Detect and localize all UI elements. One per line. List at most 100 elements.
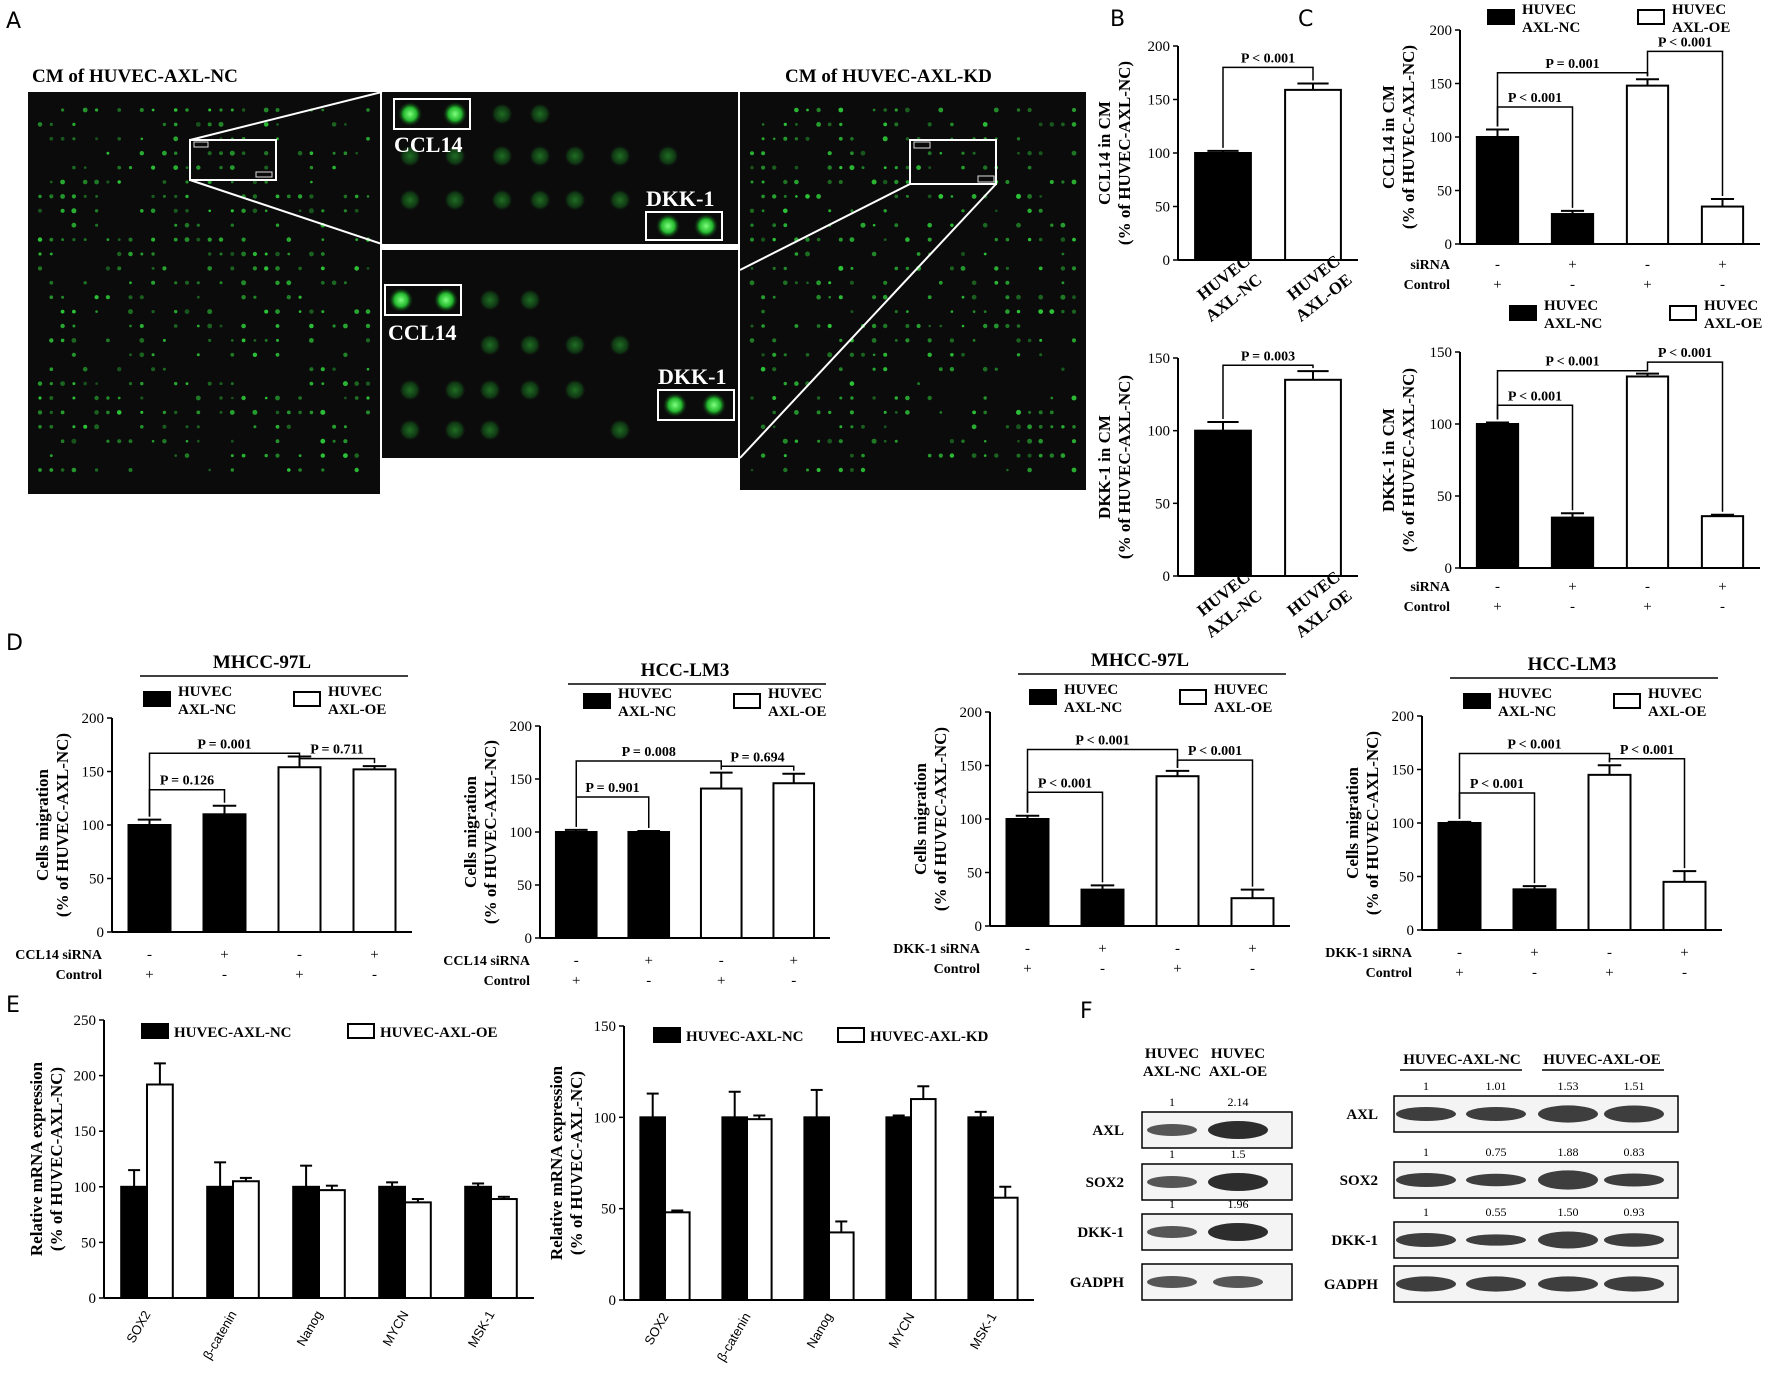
- array-spot: [772, 352, 777, 357]
- comparison-bracket: [1222, 66, 1314, 148]
- array-spot: [894, 194, 899, 199]
- array-spot: [949, 453, 955, 458]
- array-spot: [950, 195, 954, 198]
- chart-e2: 0 50 100 150 Relative mRNA expression (% of H…: [547, 1019, 1034, 1364]
- array-spot: [850, 453, 854, 458]
- array-spot: [772, 223, 777, 228]
- array-spot: [916, 252, 921, 256]
- array-spot: [365, 381, 371, 386]
- dkk1-label-top: DKK-1: [646, 186, 714, 211]
- row-sign: +: [790, 953, 798, 969]
- array-spot: [219, 151, 223, 156]
- bar: [318, 1189, 346, 1299]
- array-spot: [794, 252, 799, 256]
- array-spot: [49, 396, 54, 400]
- array-spot: [882, 136, 888, 142]
- row-sign: -: [372, 967, 377, 983]
- blot-band: [1604, 1105, 1664, 1123]
- array-spot: [1027, 338, 1032, 343]
- array-spot: [354, 194, 359, 199]
- bar: [746, 1118, 773, 1302]
- array-spot: [140, 381, 144, 386]
- row-sign: +: [572, 973, 580, 989]
- array-spot: [894, 439, 898, 443]
- array-spot: [938, 453, 943, 458]
- array-spot: [905, 395, 910, 401]
- row-sign: +: [1680, 945, 1688, 961]
- array-spot: [1050, 425, 1054, 429]
- legend-label: HUVEC-AXL-NC: [686, 1029, 804, 1045]
- array-spot: [961, 209, 965, 213]
- array-spot: [994, 367, 998, 371]
- array-spot: [275, 266, 280, 271]
- array-spot: [60, 439, 65, 444]
- blot-band: [1538, 1105, 1598, 1123]
- array-spot: [750, 468, 754, 472]
- array-spot: [816, 468, 821, 472]
- array-spot: [816, 396, 821, 400]
- array-spot: [1072, 237, 1076, 242]
- array-spot: [196, 353, 200, 357]
- array-spot: [320, 280, 325, 285]
- array-spot: [60, 179, 65, 185]
- row-sign: -: [1682, 965, 1687, 981]
- array-spot: [1016, 453, 1021, 458]
- array-spot: [253, 425, 257, 429]
- blot-band: [1147, 1226, 1197, 1238]
- array-spot: [806, 468, 809, 472]
- array-spot: [151, 252, 155, 256]
- comparison-bracket: [1176, 759, 1254, 887]
- y-tick-label: 100: [1148, 146, 1171, 162]
- array-spot: [231, 180, 234, 184]
- array-spot: [961, 165, 965, 170]
- array-spot: [71, 194, 76, 199]
- row-label-control: Control: [484, 974, 531, 989]
- array-spot: [1016, 137, 1021, 141]
- array-spot: [72, 137, 76, 141]
- array-spot: [972, 339, 976, 342]
- array-spot: [264, 151, 269, 156]
- array-spot: [163, 367, 166, 371]
- array-spot: [939, 411, 943, 414]
- y-tick-label: 50: [517, 878, 532, 894]
- x-tick-label: Nanog: [293, 1308, 325, 1349]
- row-sign: +: [1530, 945, 1538, 961]
- array-spot: [83, 238, 87, 242]
- array-spot: [332, 165, 336, 170]
- array-spot: [794, 410, 799, 415]
- bar: [1512, 888, 1557, 932]
- array-spot: [196, 223, 200, 227]
- y-axis-label: Relative mRNA expression: [27, 1061, 46, 1256]
- array-spot: [140, 410, 144, 414]
- blot-value: 1.88: [1558, 1145, 1579, 1159]
- array-spot: [49, 136, 54, 141]
- row-sign: -: [1175, 941, 1180, 957]
- row-sign: +: [1248, 941, 1256, 957]
- array-spot: [162, 194, 166, 198]
- array-spot: [761, 137, 765, 141]
- array-spot: [49, 280, 54, 285]
- array-spot-dim: [564, 145, 586, 167]
- bar: [967, 1116, 995, 1302]
- array-spot: [905, 107, 910, 113]
- legend-swatch: [1637, 9, 1665, 25]
- array-spot-dim: [491, 189, 513, 211]
- array-spot: [982, 122, 988, 127]
- array-spot: [71, 222, 77, 228]
- array-spot: [861, 453, 865, 458]
- array-spot: [761, 194, 765, 199]
- array-spot: [794, 281, 798, 285]
- blot-band: [1538, 1231, 1598, 1249]
- array-spot: [241, 108, 246, 112]
- array-spot: [231, 396, 234, 400]
- array-spot: [927, 222, 932, 228]
- array-spot: [972, 310, 976, 313]
- array-spot: [275, 410, 280, 415]
- array-spot: [1061, 252, 1065, 256]
- array-spot: [916, 165, 921, 171]
- array-spot: [49, 468, 54, 472]
- array-spot: [117, 137, 121, 141]
- legend-swatch: [1487, 9, 1515, 25]
- array-spot: [344, 396, 347, 400]
- blot-band: [1396, 1276, 1456, 1292]
